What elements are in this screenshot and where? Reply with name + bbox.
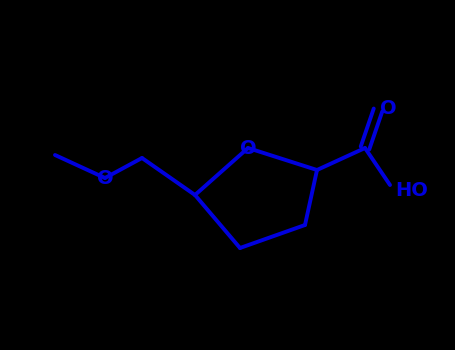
Text: O: O: [96, 168, 113, 188]
Text: HO: HO: [395, 181, 428, 199]
Text: O: O: [240, 139, 256, 158]
Text: O: O: [379, 98, 396, 118]
